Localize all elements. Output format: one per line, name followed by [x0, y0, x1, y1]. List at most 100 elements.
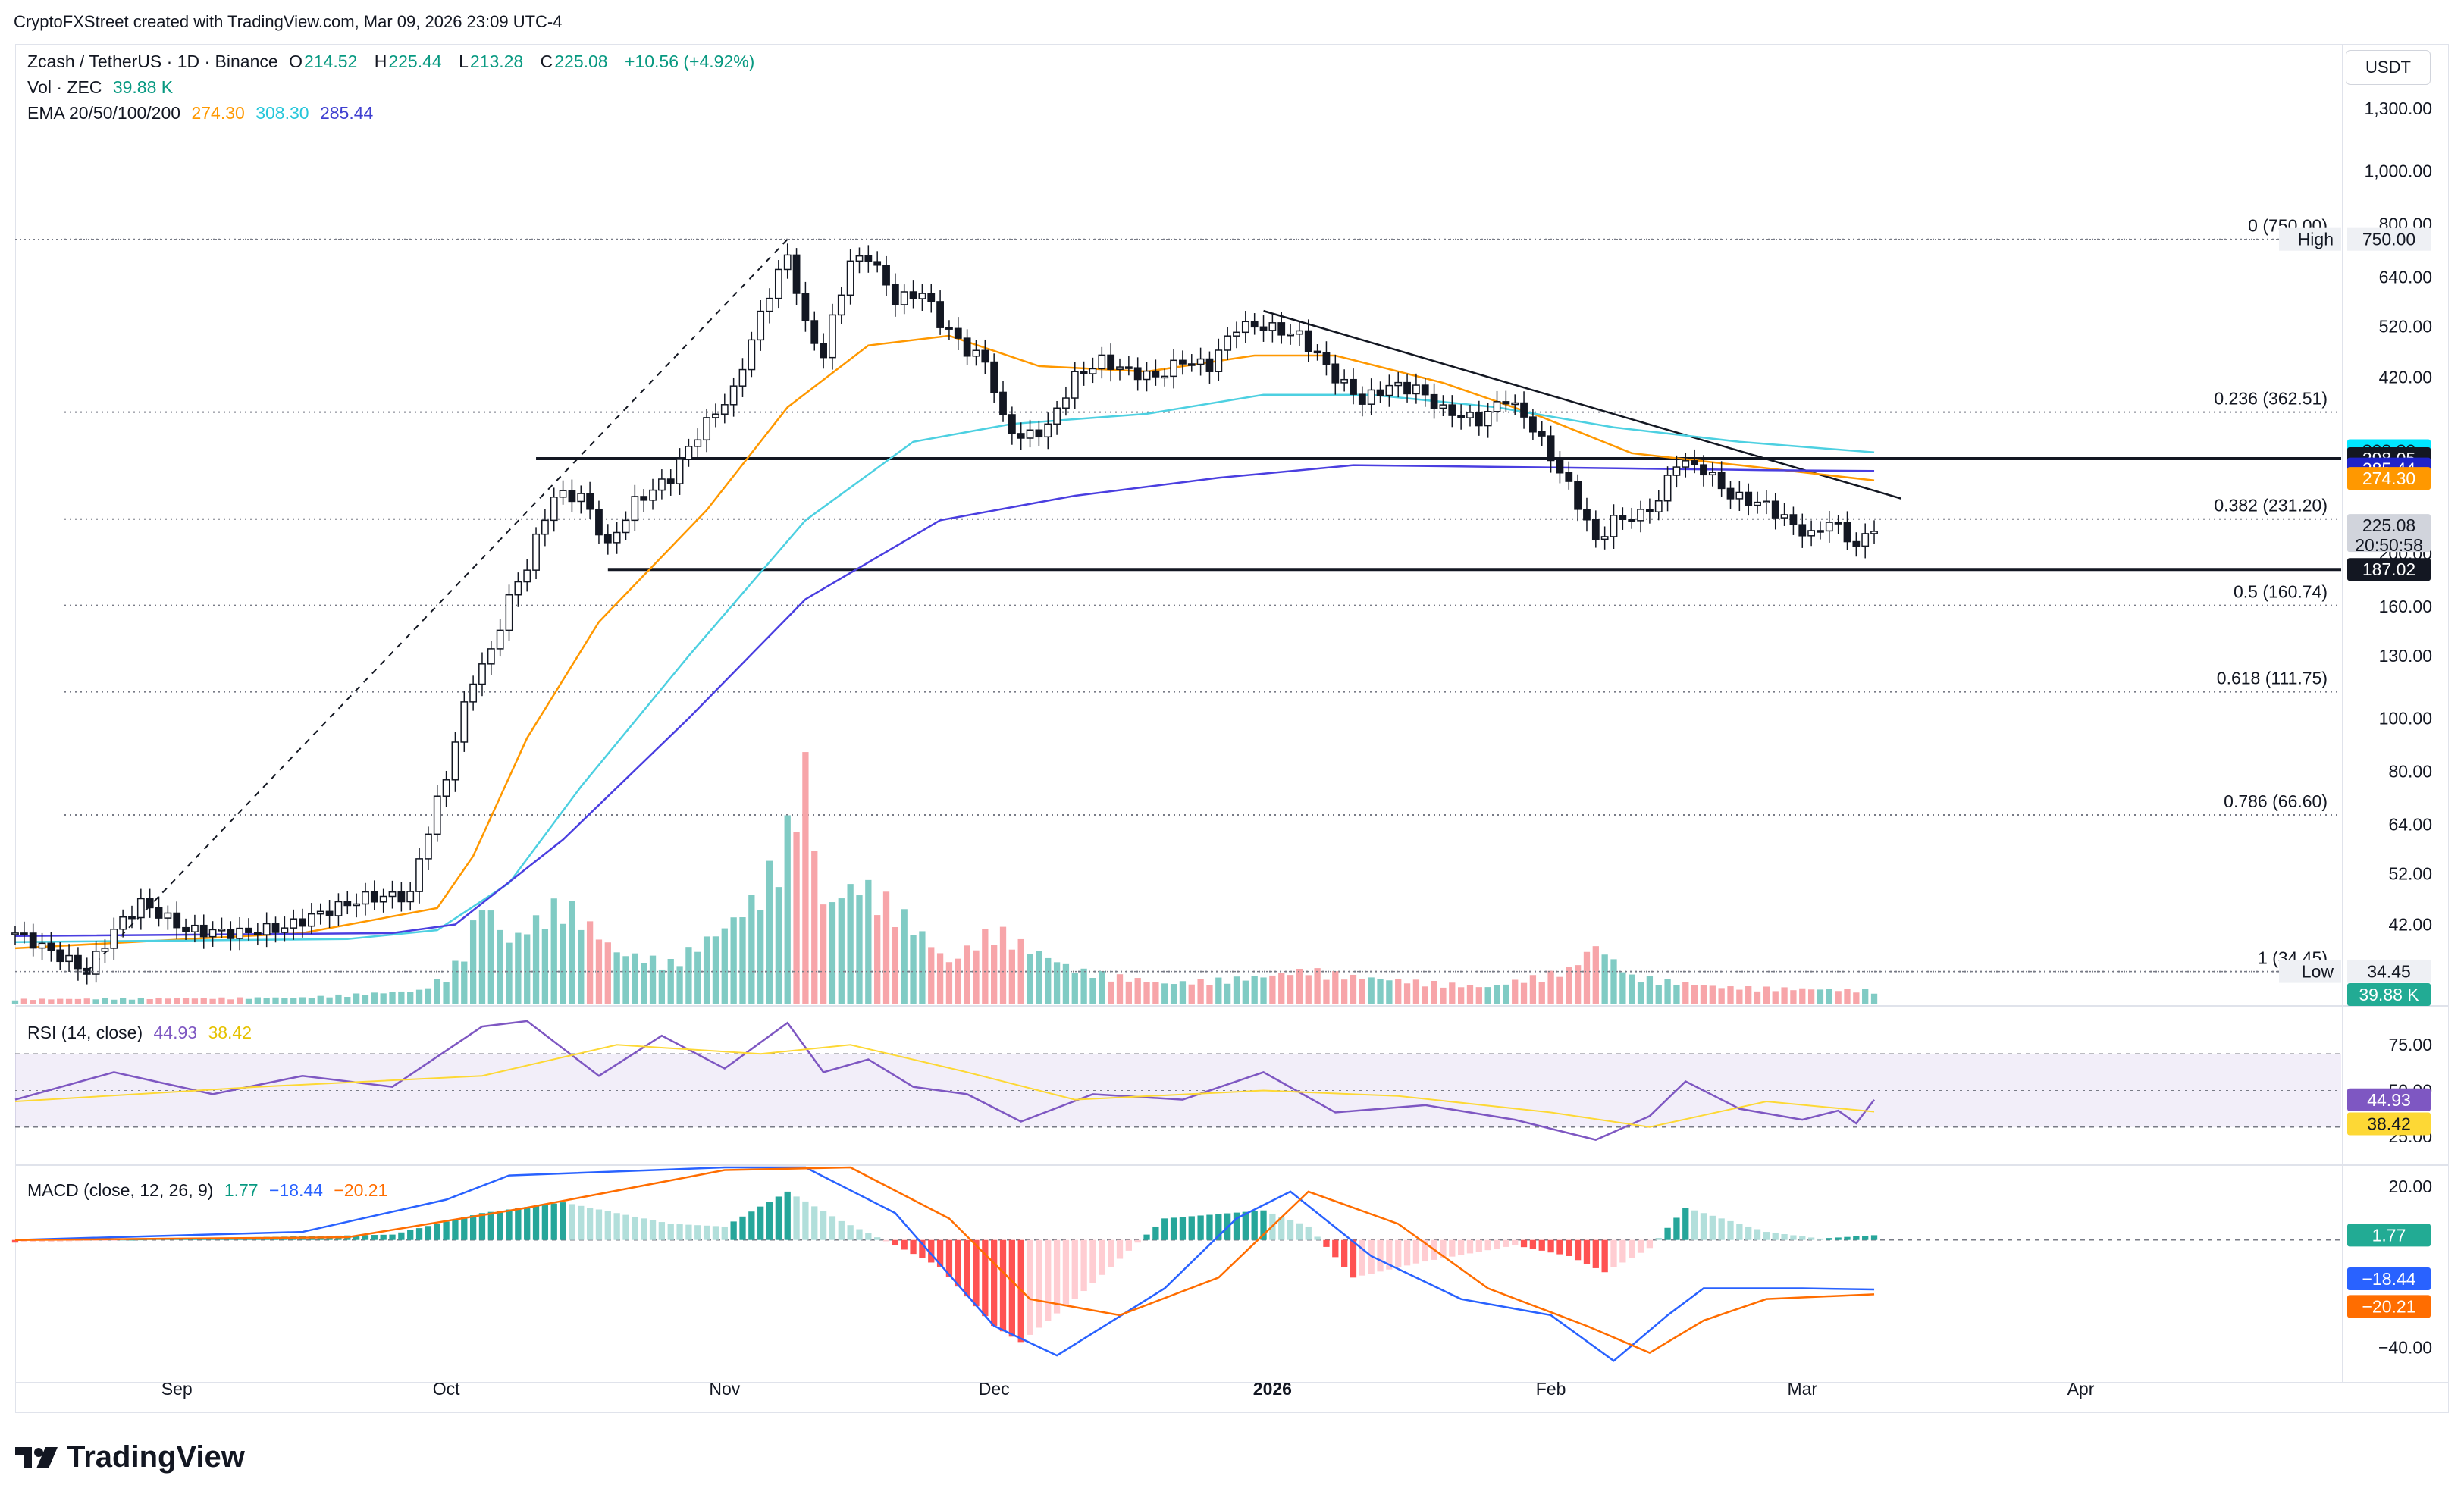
- volume-bar: [182, 998, 190, 1004]
- volume-bar: [1188, 984, 1195, 1004]
- volume-bar: [569, 901, 575, 1004]
- volume-bar: [945, 962, 953, 1004]
- macd-histogram-bar: [398, 1232, 405, 1240]
- volume-bar: [1538, 982, 1545, 1004]
- volume-bar: [901, 909, 908, 1004]
- macd-histogram-bar: [1826, 1238, 1832, 1240]
- candle-body: [155, 907, 163, 919]
- candle-body: [1672, 466, 1681, 476]
- volume-bar: [1215, 977, 1222, 1004]
- candle-body: [963, 337, 971, 357]
- candle-body: [568, 490, 576, 503]
- macd-histogram-bar: [1664, 1227, 1671, 1240]
- macd-histogram-bar: [1206, 1214, 1213, 1240]
- candle-body: [478, 663, 486, 685]
- macd-histogram-bar: [1700, 1213, 1707, 1240]
- candle-body: [245, 927, 252, 933]
- volume-bar: [1781, 987, 1788, 1004]
- macd-histogram-bar: [694, 1225, 701, 1240]
- macd-histogram-bar: [532, 1205, 540, 1240]
- volume-bar: [487, 910, 494, 1004]
- macd-histogram-bar: [487, 1211, 494, 1240]
- candle-body: [829, 314, 836, 359]
- candle-body: [451, 741, 459, 781]
- volume-bar: [757, 910, 764, 1004]
- close-value: 225.08: [554, 52, 608, 71]
- macd-histogram-bar: [1655, 1238, 1662, 1240]
- macd-histogram-bar: [1529, 1239, 1537, 1249]
- candle-body: [1385, 384, 1393, 396]
- candle-body: [281, 927, 289, 933]
- candlesticks: [11, 243, 1878, 985]
- volume-bars: [11, 752, 1878, 1004]
- high-value: 225.44: [388, 52, 442, 71]
- currency-button[interactable]: USDT: [2346, 50, 2431, 85]
- candle-body: [846, 260, 854, 296]
- macd-signal-value: −20.21: [334, 1180, 388, 1200]
- macd-histogram-bar: [550, 1203, 557, 1240]
- candle-body: [891, 284, 899, 306]
- volume-bar: [1646, 976, 1654, 1004]
- volume-bar: [83, 998, 90, 1004]
- volume-bar: [1368, 977, 1375, 1004]
- candle-body: [1152, 370, 1160, 378]
- macd-histogram-bar: [1583, 1239, 1591, 1264]
- macd-histogram-bar: [1745, 1226, 1752, 1240]
- volume-bar: [1179, 981, 1187, 1004]
- volume-bar: [1629, 974, 1635, 1004]
- volume-bar: [550, 898, 557, 1004]
- volume-bar: [155, 998, 162, 1004]
- candle-body: [712, 413, 719, 418]
- macd-histogram-bar: [1629, 1239, 1635, 1258]
- candle-body: [1035, 429, 1043, 438]
- candle-body: [253, 932, 262, 935]
- ema-legend: EMA 20/50/100/200 274.30 308.30 285.44: [27, 103, 379, 124]
- ema-line-3: [14, 464, 1875, 938]
- low-tag-badge-left: [2279, 960, 2341, 983]
- volume-bar: [613, 952, 620, 1004]
- macd-histogram-bar: [469, 1215, 477, 1240]
- volume-bar: [784, 815, 791, 1004]
- candle-body: [990, 361, 998, 393]
- candle-body: [1780, 514, 1788, 519]
- volume-bar: [604, 942, 611, 1004]
- candle-body: [1179, 359, 1187, 365]
- volume-bar: [362, 995, 369, 1004]
- candle-body: [1439, 404, 1447, 409]
- volume-bar: [1484, 987, 1491, 1004]
- macd-histogram-bar: [1646, 1239, 1654, 1249]
- volume-bar: [120, 998, 127, 1004]
- volume-bar: [1529, 975, 1537, 1004]
- time-tick-label: Feb: [1536, 1379, 1566, 1399]
- volume-bar: [936, 953, 944, 1004]
- candle-body: [1574, 481, 1582, 510]
- volume-bar: [865, 879, 872, 1004]
- volume-bar: [1736, 989, 1743, 1004]
- macd-histogram-bar: [1440, 1239, 1447, 1258]
- tradingview-wordmark: TradingView: [67, 1440, 245, 1474]
- volume-bar: [308, 998, 315, 1004]
- volume-bar: [20, 998, 27, 1004]
- macd-histogram-bar: [1870, 1235, 1878, 1240]
- candle-body: [128, 916, 136, 920]
- volume-bar: [1242, 980, 1249, 1004]
- macd-histogram-bar: [991, 1239, 998, 1327]
- volume-bar: [1583, 951, 1591, 1004]
- volume-bar: [1520, 982, 1528, 1004]
- macd-tick-label: 20.00: [2388, 1177, 2432, 1196]
- candle-body: [882, 265, 890, 286]
- candle-body: [1448, 404, 1456, 416]
- macd-histogram-bar: [955, 1239, 961, 1287]
- macd-histogram-bar: [524, 1207, 531, 1240]
- candle-body: [370, 891, 378, 903]
- tradingview-logo[interactable]: TradingView: [15, 1440, 245, 1474]
- volume-bar: [1466, 985, 1474, 1004]
- candle-body: [1565, 472, 1573, 482]
- candle-body: [1044, 423, 1052, 438]
- candle-body: [1196, 358, 1205, 365]
- macd-histogram-bar: [1377, 1239, 1384, 1272]
- macd-histogram-bar: [811, 1206, 818, 1240]
- candle-body: [1062, 397, 1070, 409]
- candle-body: [703, 417, 711, 441]
